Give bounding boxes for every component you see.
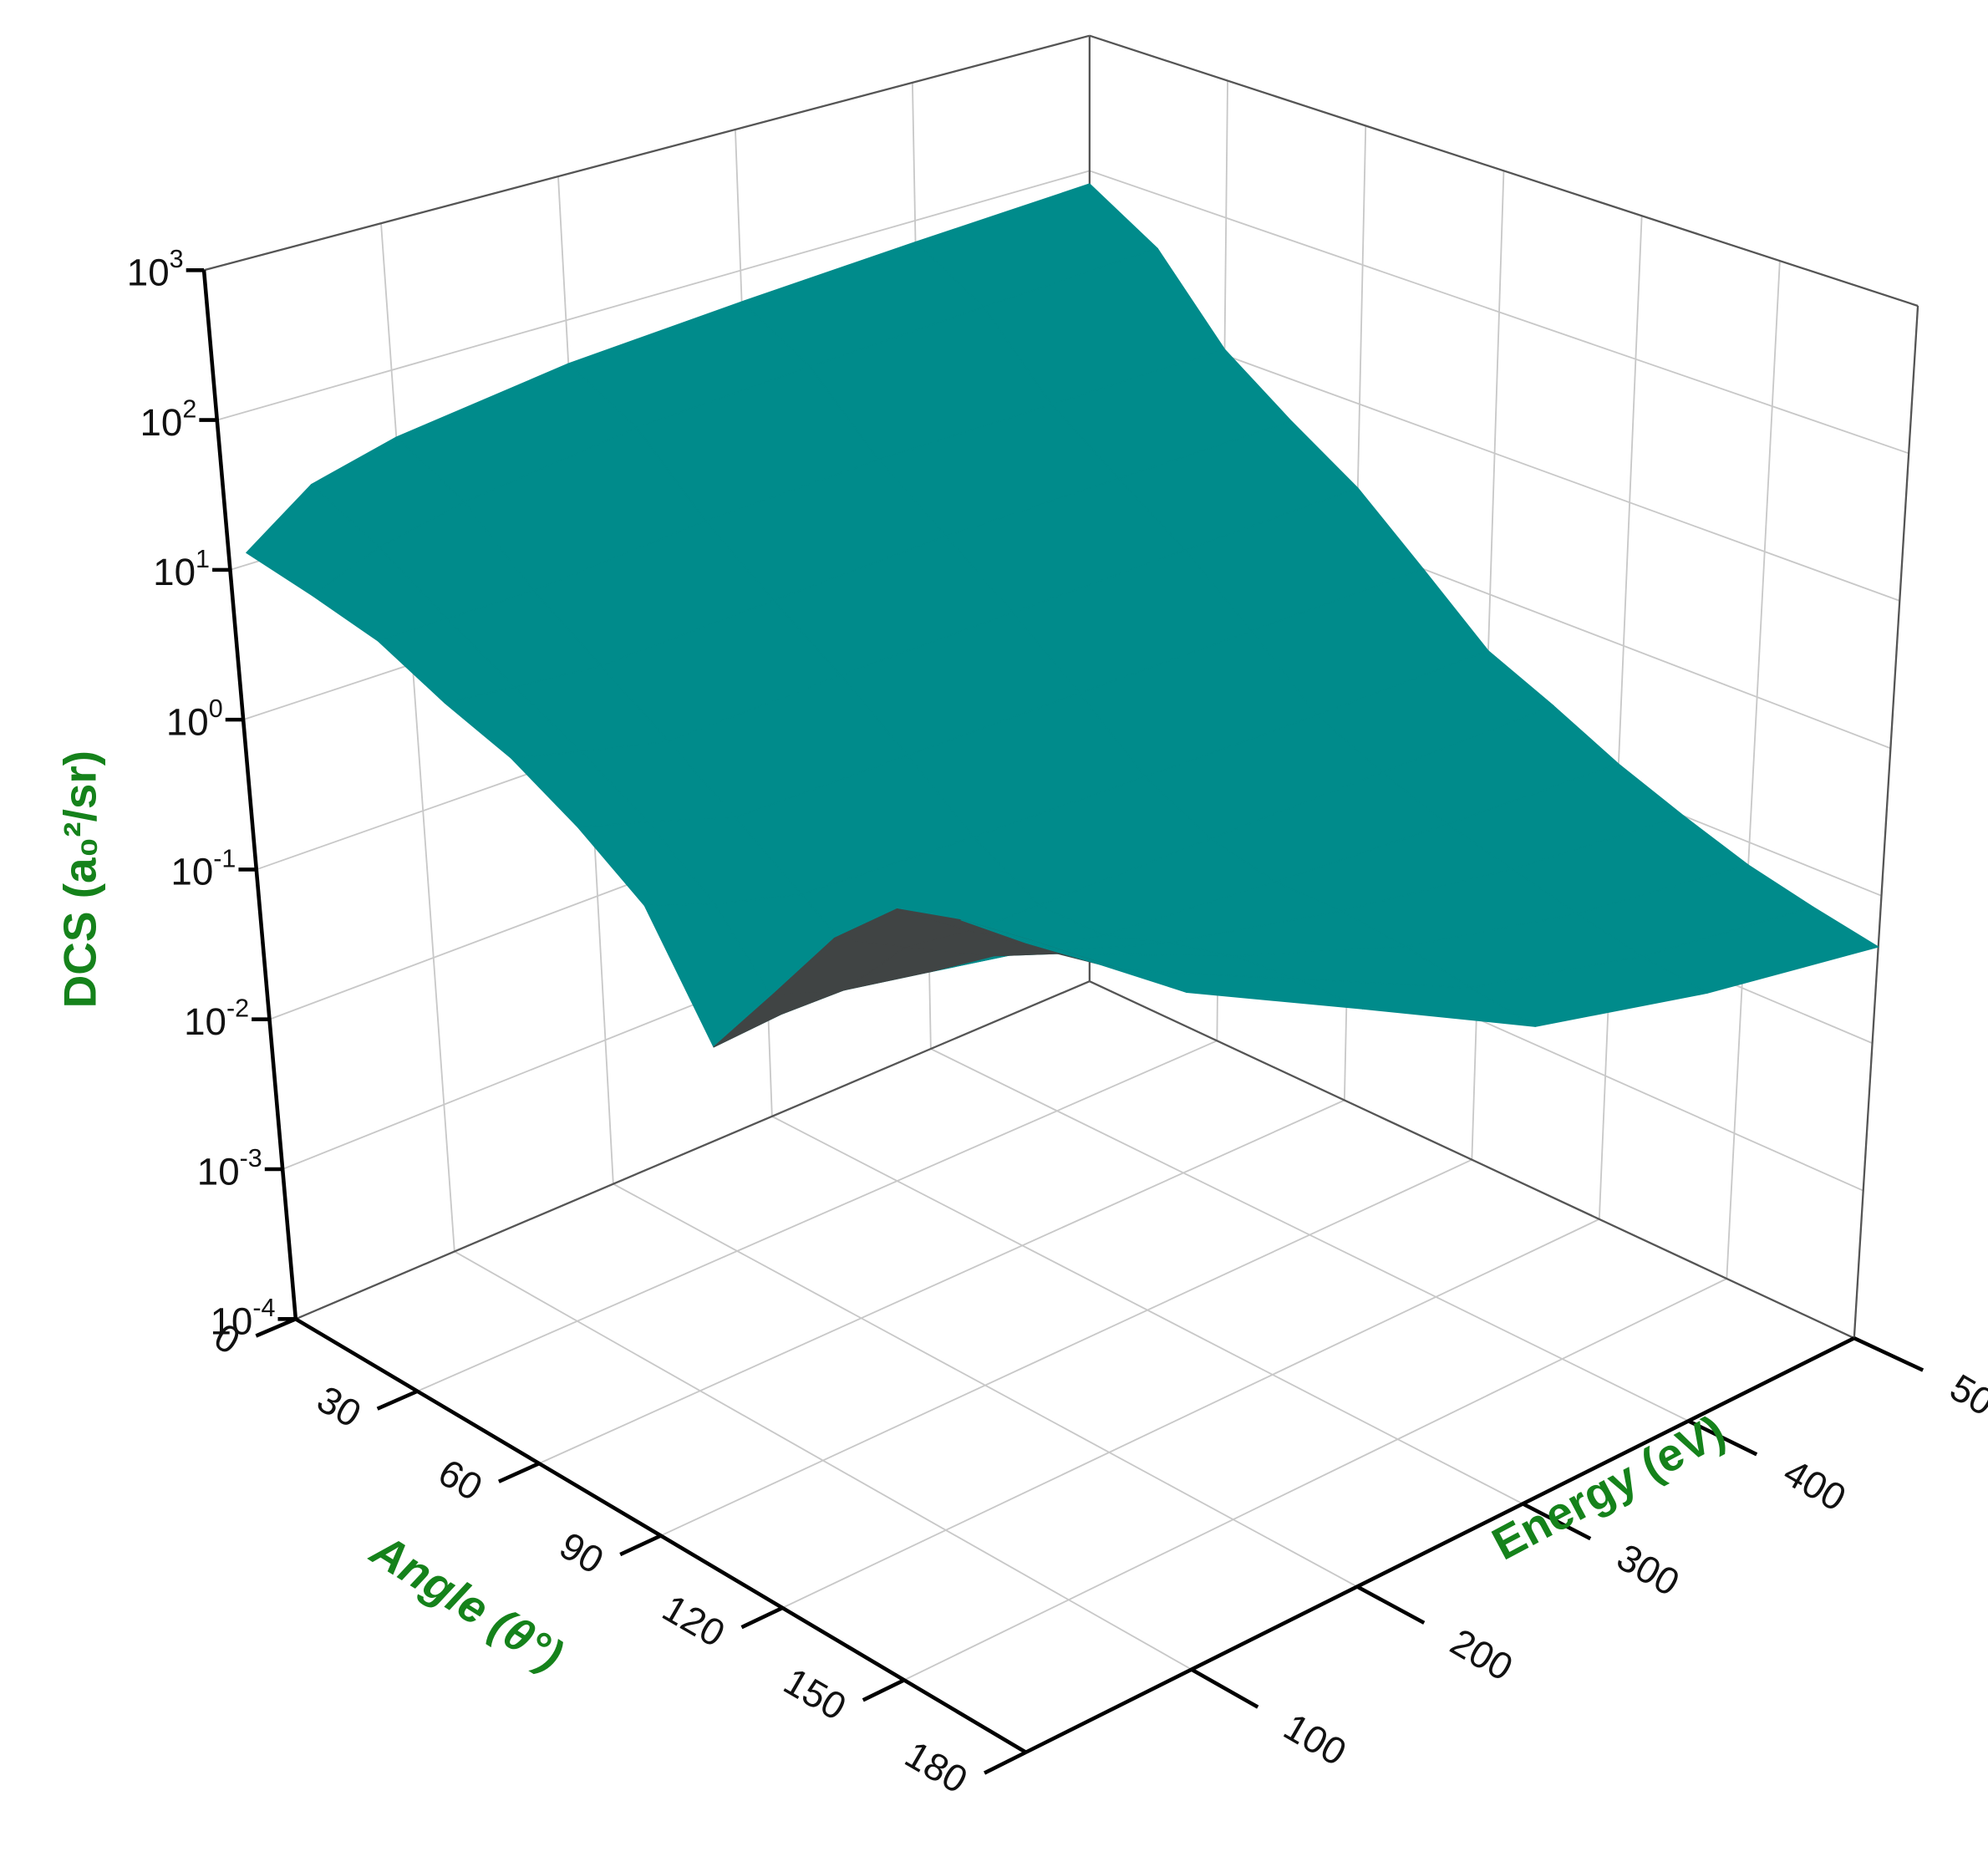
z-tick-base: 10 (170, 851, 213, 893)
x-tick (619, 1534, 662, 1557)
z-tick-exponent: 3 (170, 245, 184, 273)
x-tick-label: 60 (431, 1451, 490, 1509)
grid-line (538, 1099, 1345, 1464)
x-tick-label: 90 (552, 1524, 611, 1583)
z-tick-base: 10 (184, 1000, 226, 1043)
grid-line (216, 170, 1091, 421)
x-tick (255, 1317, 297, 1338)
z-tick-label: 10-2 (184, 995, 249, 1043)
y-tick-label: 500 (1943, 1366, 1988, 1434)
y-tick-label: 300 (1610, 1535, 1687, 1604)
z-tick-exponent: -4 (252, 1294, 275, 1322)
grid-line (454, 1250, 1192, 1671)
z-tick-label: 103 (127, 245, 184, 293)
y-tick (1853, 1336, 1924, 1372)
surface (246, 183, 1879, 1048)
x-tick (740, 1605, 784, 1630)
z-tick-label: 100 (166, 694, 223, 743)
z-tick-label: 102 (140, 395, 196, 444)
y-tick (1687, 1419, 1758, 1457)
z-tick-exponent: 0 (209, 694, 223, 723)
y-axis-title: Energy (eV) (1484, 1405, 1733, 1570)
grid-line (930, 1048, 1689, 1422)
z-tick-base: 10 (197, 1150, 240, 1193)
grid-line (781, 1218, 1600, 1609)
grid-line (380, 223, 455, 1252)
x-tick (984, 1750, 1027, 1775)
z-tick-exponent: -3 (240, 1144, 262, 1173)
x-tick-label: 120 (655, 1586, 732, 1655)
grid-line (613, 1183, 1358, 1588)
x-tick (862, 1678, 905, 1702)
z-tick-base: 10 (127, 252, 170, 294)
z-tick-label: 10-4 (210, 1294, 275, 1342)
y-tick (1190, 1667, 1259, 1709)
grid-line (771, 1116, 1523, 1505)
y-tick (1356, 1585, 1426, 1625)
frame-edge (1853, 305, 1919, 1339)
grid-line (1598, 216, 1643, 1219)
z-tick-base: 10 (210, 1300, 252, 1343)
frame-edge (1089, 34, 1919, 308)
grid-line (660, 1158, 1472, 1537)
z-tick-exponent: 2 (182, 395, 196, 424)
z-tick-base: 10 (140, 401, 182, 444)
x-axis-title: Angle (θ°) (361, 1523, 572, 1681)
frame-edge (203, 34, 1091, 272)
grid-line (1726, 261, 1781, 1279)
y-tick-label: 400 (1777, 1451, 1853, 1519)
x-tick-label: 180 (898, 1732, 975, 1801)
z-tick-exponent: -2 (226, 995, 249, 1023)
grid-line (903, 1278, 1727, 1681)
z-tick-base: 10 (153, 551, 196, 593)
z-tick-base: 10 (166, 700, 209, 743)
y-tick-label: 100 (1277, 1705, 1354, 1773)
y-axis (1025, 1336, 1855, 1754)
z-tick-label: 10-3 (197, 1144, 262, 1193)
y-tick-label: 200 (1443, 1620, 1520, 1689)
z-tick-exponent: -1 (213, 844, 236, 872)
z-tick-label: 10-1 (170, 844, 236, 893)
x-tick (497, 1462, 541, 1483)
x-tick-label: 30 (310, 1377, 369, 1436)
z-axis-title: DCS (a₀²/sr) (53, 750, 105, 1008)
grid-line (417, 1040, 1218, 1392)
frame-edge (1089, 980, 1855, 1340)
z-axis (201, 270, 298, 1320)
frame-edge (295, 980, 1091, 1320)
z-tick-label: 101 (153, 545, 210, 593)
y-tick (1522, 1502, 1592, 1541)
x-tick (376, 1389, 419, 1411)
x-tick-label: 150 (776, 1660, 853, 1728)
surface-patch (960, 919, 1099, 964)
z-tick-exponent: 1 (196, 545, 210, 573)
